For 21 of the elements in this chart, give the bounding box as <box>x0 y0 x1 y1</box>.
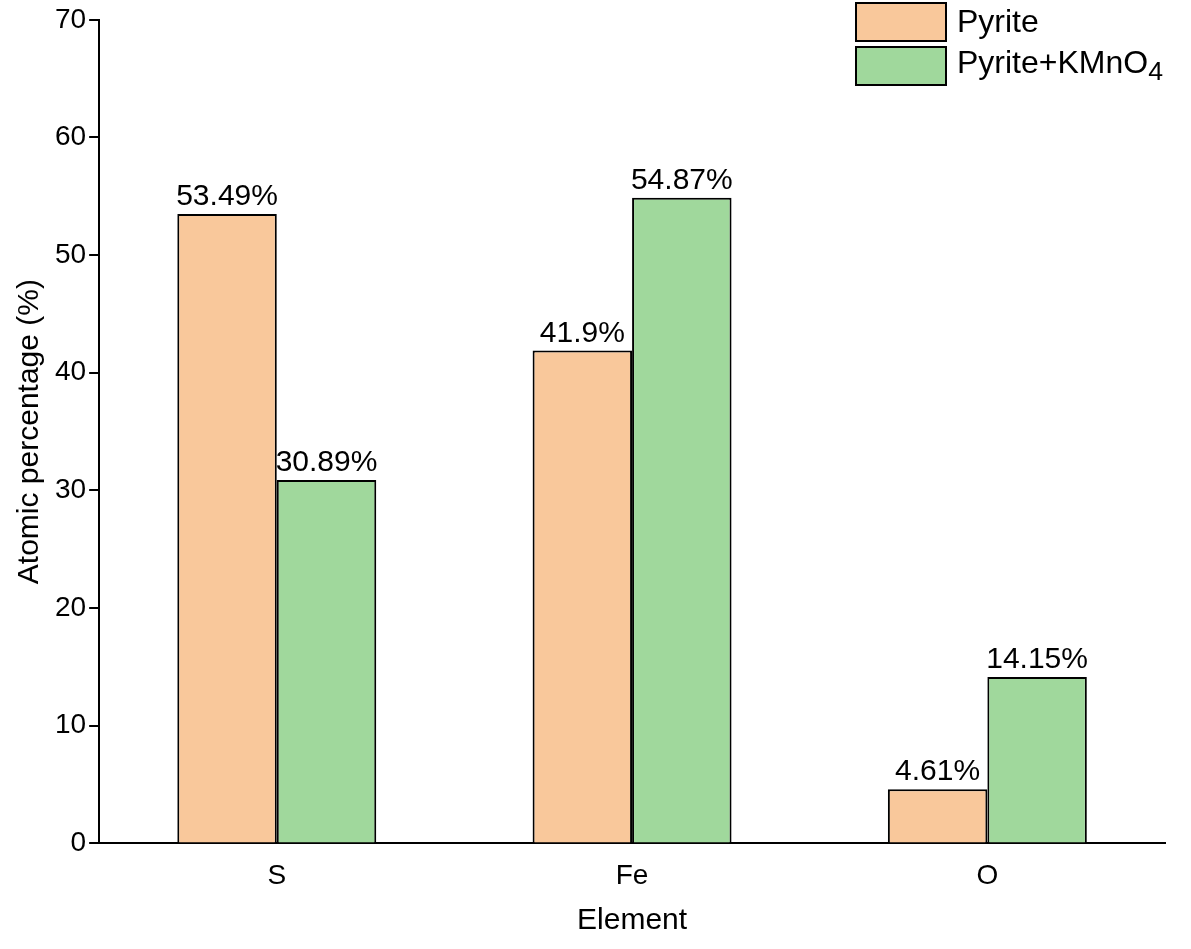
data-label: 4.61% <box>895 753 981 787</box>
y-tick-label: 10 <box>54 708 87 740</box>
y-tick-label: 70 <box>54 2 87 34</box>
data-label: 41.9% <box>539 314 625 348</box>
data-label: 53.49% <box>176 178 278 212</box>
x-axis-title: Element <box>577 902 688 936</box>
y-tick-label: 0 <box>70 826 87 858</box>
y-tick-label: 40 <box>54 355 87 387</box>
y-tick-label: 30 <box>54 473 87 505</box>
y-axis-title: Atomic percentage (%) <box>11 279 45 585</box>
y-tick-label: 50 <box>54 237 87 269</box>
y-tick-label: 60 <box>54 120 87 152</box>
x-tick-label: S <box>267 858 287 890</box>
legend-label: Pyrite+KMnO$_{4}$ <box>957 44 1163 88</box>
legend-label: Pyrite <box>957 3 1039 41</box>
data-label: 30.89% <box>275 444 378 478</box>
x-tick-label: O <box>976 858 999 890</box>
y-tick-label: 20 <box>54 590 87 622</box>
data-label: 14.15% <box>986 641 1088 675</box>
x-tick-label: Fe <box>615 858 649 890</box>
data-label: 54.87% <box>630 162 733 196</box>
